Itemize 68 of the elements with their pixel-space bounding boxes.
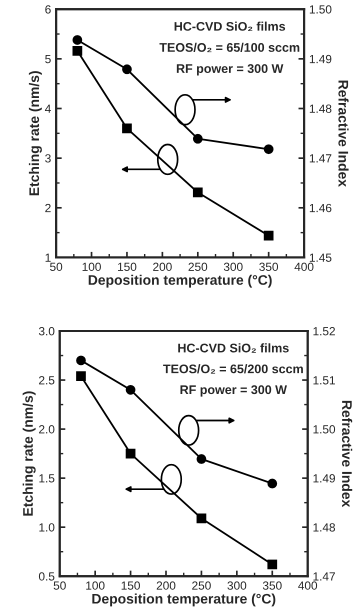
y2-tick-label: 1.51 <box>313 376 335 384</box>
x-tick-label: 200 <box>156 581 176 590</box>
x-tick-label: 50 <box>50 262 62 271</box>
y-tick-label: 3 <box>45 154 51 163</box>
point <box>76 371 86 381</box>
x-tick-label: 50 <box>54 581 66 590</box>
point <box>267 560 278 570</box>
y2-tick-label: 1.45 <box>310 254 332 262</box>
y2-tick-label: 1.50 <box>313 425 336 434</box>
x-tick-label: 400 <box>298 581 318 590</box>
point <box>196 454 206 464</box>
y2-axis-title: Refractive Index <box>338 80 349 187</box>
point <box>264 230 274 240</box>
y2-tick-label: 1.47 <box>313 572 335 580</box>
point <box>267 478 278 488</box>
y2-tick-label: 1.50 <box>310 5 332 14</box>
y-tick-label: 4 <box>44 104 51 113</box>
y2-axis-title: Refractive Index <box>342 400 352 508</box>
x-tick-label: 200 <box>153 262 172 271</box>
y2-tick-label: 1.52 <box>313 327 335 336</box>
annotation: TEOS/O₂ = 65/200 sccm <box>163 364 303 374</box>
y-tick-label: 1 <box>46 254 51 262</box>
annotation: RF power = 300 W <box>176 64 284 76</box>
y2-tick-label: 1.49 <box>310 54 332 64</box>
x-tick-label: 150 <box>118 262 136 271</box>
x-tick-label: 250 <box>192 581 211 590</box>
point <box>126 385 136 395</box>
point <box>192 134 203 144</box>
y-tick-label: 1.5 <box>39 474 54 483</box>
y2-tick-label: 1.48 <box>313 523 336 532</box>
annotation: HC-CVD SiO₂ films <box>174 22 286 32</box>
y-tick-label: 2 <box>45 204 51 212</box>
point <box>126 448 136 458</box>
y2-tick-label: 1.49 <box>313 474 335 483</box>
x-axis-title: Deposition temperature (°C) <box>92 593 276 606</box>
x-tick-label: 100 <box>82 262 101 271</box>
y-axis-title: Etching rate (nm/s) <box>28 71 42 196</box>
x-tick-label: 300 <box>224 262 243 271</box>
x-axis-title: Deposition temperature (°C) <box>88 274 272 288</box>
y-tick-label: 6 <box>45 5 51 14</box>
x-tick-label: 100 <box>86 581 105 590</box>
y-tick-label: 5 <box>45 55 51 64</box>
point <box>196 513 206 524</box>
x-tick-label: 150 <box>122 581 140 590</box>
annotation: HC-CVD SiO₂ films <box>178 343 289 353</box>
point <box>122 64 132 74</box>
y-tick-label: 1.0 <box>39 523 54 532</box>
point <box>72 35 82 45</box>
y2-tick-label: 1.47 <box>310 154 332 162</box>
y-tick-label: 0.5 <box>38 572 54 581</box>
point <box>192 188 203 198</box>
y-tick-label: 3.0 <box>38 327 54 336</box>
point <box>264 144 274 154</box>
point <box>76 356 86 366</box>
x-tick-label: 400 <box>294 262 314 271</box>
x-tick-label: 300 <box>227 581 246 590</box>
point <box>72 46 82 56</box>
y-tick-label: 2.5 <box>39 376 54 384</box>
x-tick-label: 250 <box>188 262 208 271</box>
y2-tick-label: 1.48 <box>310 104 332 113</box>
y-tick-label: 2.0 <box>39 425 54 434</box>
y2-tick-label: 1.46 <box>310 204 332 212</box>
annotation: TEOS/O₂ = 65/100 sccm <box>159 42 300 52</box>
annotation: RF power = 300 W <box>180 385 287 397</box>
point <box>122 124 132 134</box>
y-axis-title: Etching rate (nm/s) <box>22 391 36 516</box>
x-tick-label: 350 <box>259 262 278 271</box>
x-tick-label: 350 <box>262 581 282 590</box>
